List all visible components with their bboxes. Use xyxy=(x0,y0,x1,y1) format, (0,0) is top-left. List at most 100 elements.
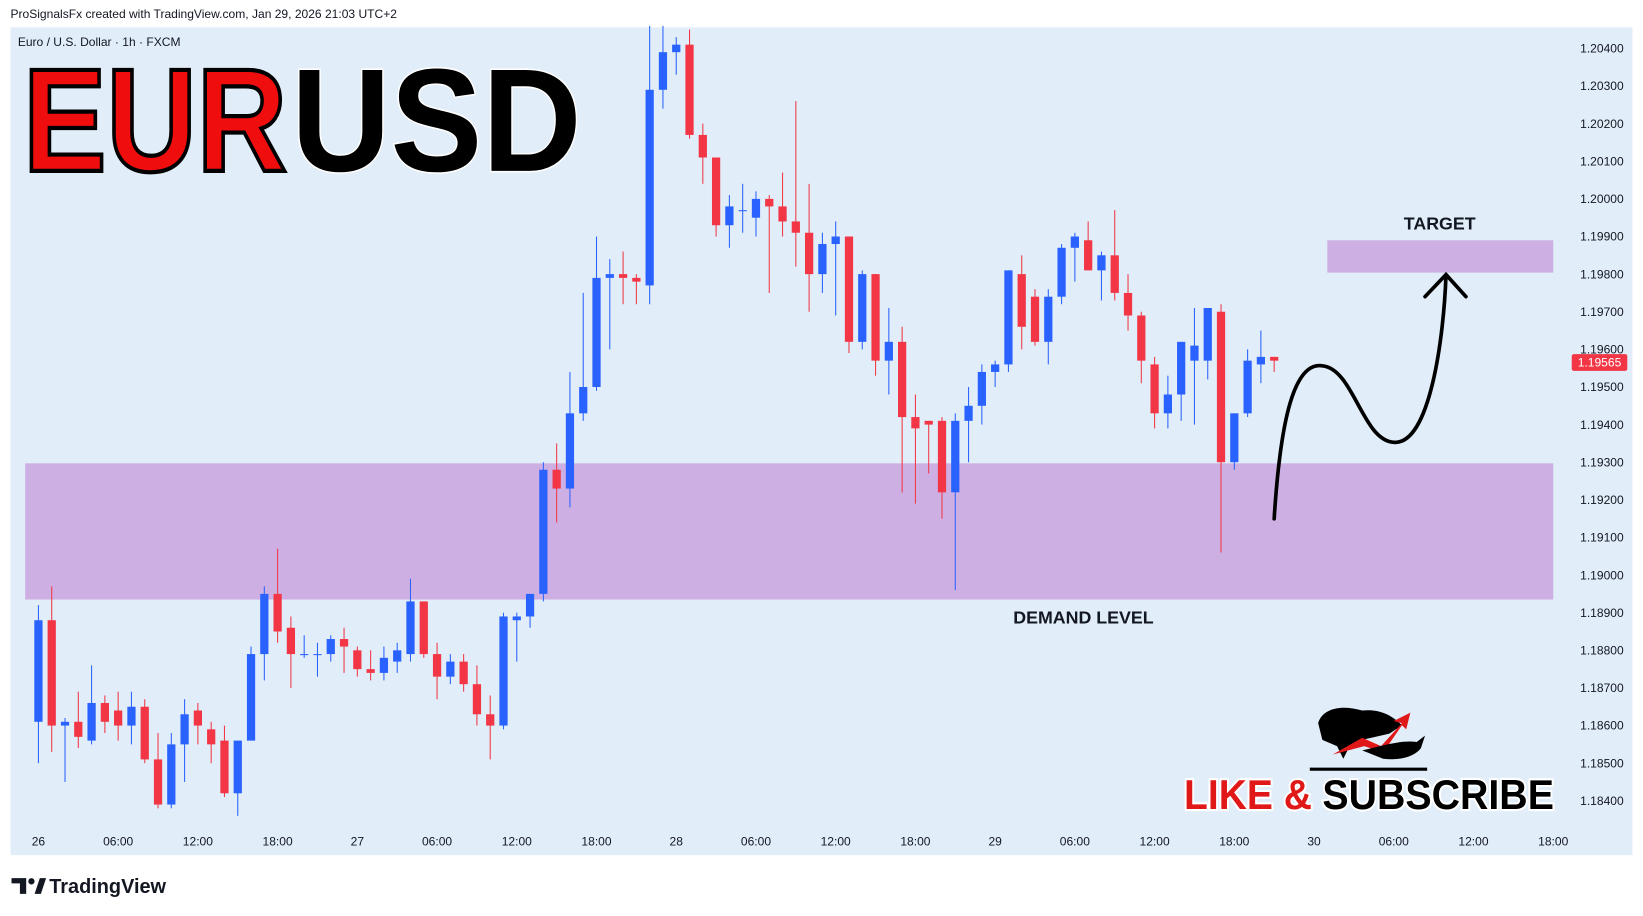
candle-body xyxy=(366,669,375,673)
candle-body xyxy=(738,210,747,212)
candle-body xyxy=(672,44,681,53)
cta-left: LIKE & xyxy=(1184,771,1312,818)
cta-right: SUBSCRIBE xyxy=(1322,771,1554,818)
y-tick-label: 1.18800 xyxy=(1580,644,1624,658)
candle-body xyxy=(432,654,442,677)
candle-body xyxy=(1123,292,1133,316)
title-left: EUR xyxy=(23,39,287,203)
x-tick-label: 06:00 xyxy=(741,835,771,849)
y-tick-label: 1.19000 xyxy=(1580,568,1624,582)
candle-body xyxy=(326,639,335,655)
candle-body xyxy=(34,620,43,722)
credit: ProSignalsFx created with TradingView.co… xyxy=(10,7,397,21)
candle-body xyxy=(393,650,402,662)
candle-body xyxy=(592,277,601,387)
x-tick-label: 12:00 xyxy=(1140,835,1170,849)
candle-body xyxy=(446,661,455,677)
candle-body xyxy=(286,627,296,655)
candle-body xyxy=(207,729,216,745)
zones xyxy=(25,240,1554,600)
candle-body xyxy=(273,593,282,632)
x-tick-label: 12:00 xyxy=(183,835,213,849)
x-tick-label: 06:00 xyxy=(1379,835,1409,849)
candle-body xyxy=(898,341,907,418)
candle-body xyxy=(937,420,947,493)
candle-body xyxy=(233,740,242,794)
candle-body xyxy=(618,274,628,278)
x-tick-label: 18:00 xyxy=(581,835,611,849)
candle-body xyxy=(751,198,761,218)
candle-body xyxy=(951,420,960,493)
candle-body xyxy=(818,244,827,275)
y-tick-label: 1.18700 xyxy=(1580,681,1624,695)
candle-body xyxy=(100,702,109,722)
y-tick-label: 1.18600 xyxy=(1580,719,1624,733)
candle-body xyxy=(1230,413,1239,463)
candle-body xyxy=(1150,364,1159,414)
candle-body xyxy=(884,341,893,361)
title-right: USD xyxy=(291,39,581,203)
candle-body xyxy=(911,417,920,429)
y-tick-label: 1.20100 xyxy=(1580,154,1624,168)
candle-body xyxy=(419,601,428,655)
candle-body xyxy=(725,206,734,226)
y-tick-label: 1.18500 xyxy=(1580,756,1624,770)
candle-body xyxy=(140,706,149,760)
x-tick-label: 18:00 xyxy=(900,835,930,849)
x-tick-label: 06:00 xyxy=(422,835,452,849)
x-tick-label: 18:00 xyxy=(263,835,293,849)
candle-body xyxy=(685,44,694,135)
y-tick-label: 1.19500 xyxy=(1580,380,1624,394)
last-price-badge xyxy=(1571,354,1628,371)
candle-body xyxy=(1044,296,1053,342)
y-tick-label: 1.19200 xyxy=(1580,493,1624,507)
candle-body xyxy=(300,654,309,656)
y-tick-label: 1.20000 xyxy=(1580,192,1624,206)
candle-body xyxy=(74,721,83,737)
y-tick-label: 1.19600 xyxy=(1580,343,1624,357)
candle-body xyxy=(1190,345,1199,361)
x-tick-label: 26 xyxy=(32,835,46,849)
candle-body xyxy=(565,413,575,489)
footer-logo: TradingView xyxy=(49,876,166,898)
x-tick-label: 18:00 xyxy=(1219,835,1249,849)
candle-body xyxy=(539,469,548,594)
bull-bear-icon xyxy=(1309,707,1428,771)
last-price-label: 1.19565 xyxy=(1578,356,1622,370)
x-tick-label: 12:00 xyxy=(502,835,532,849)
candle-body xyxy=(858,274,867,342)
candle-body xyxy=(353,650,362,670)
x-tick-label: 18:00 xyxy=(1538,835,1568,849)
candle-body xyxy=(87,702,96,741)
candle-body xyxy=(924,420,933,425)
zone-label: DEMAND LEVEL xyxy=(1013,608,1154,628)
y-tick-label: 1.19700 xyxy=(1580,305,1624,319)
candle-body xyxy=(339,639,349,647)
candle-body xyxy=(180,714,189,745)
x-tick-label: 27 xyxy=(351,835,365,849)
y-tick-label: 1.18400 xyxy=(1580,794,1624,808)
candle-body xyxy=(1270,356,1279,361)
candle-body xyxy=(167,744,176,805)
x-tick-label: 12:00 xyxy=(821,835,851,849)
candle-body xyxy=(1177,341,1186,395)
candle-body xyxy=(406,601,415,655)
candle-body xyxy=(645,89,654,286)
candle-body xyxy=(1097,255,1106,271)
candle-body xyxy=(512,616,521,621)
candle-body xyxy=(844,236,854,342)
y-tick-label: 1.19900 xyxy=(1580,230,1624,244)
candle-body xyxy=(871,274,880,361)
price-zone xyxy=(25,463,1554,600)
y-tick-label: 1.19100 xyxy=(1580,531,1624,545)
candle-body xyxy=(60,721,70,726)
candle-body xyxy=(1030,296,1040,342)
candle-body xyxy=(459,661,468,685)
candle-body xyxy=(114,710,123,726)
candle-body xyxy=(379,657,389,673)
candle-body xyxy=(1137,315,1146,361)
candle-body xyxy=(765,198,774,207)
x-tick-label: 30 xyxy=(1307,835,1321,849)
